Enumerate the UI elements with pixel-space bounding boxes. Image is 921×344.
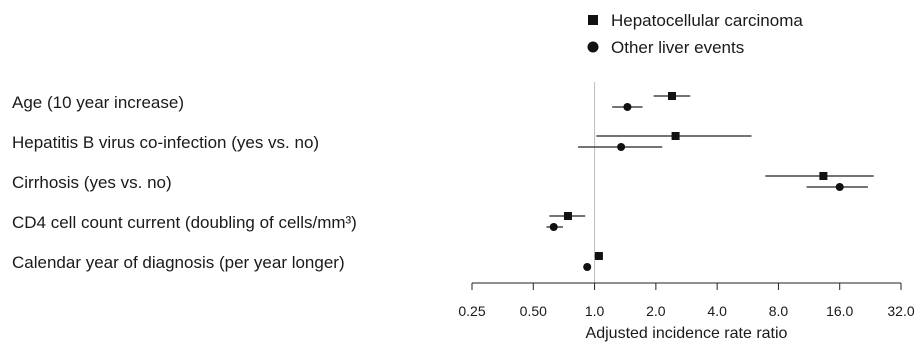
point-estimate-square <box>667 92 676 100</box>
legend: Hepatocellular carcinoma Other liver even… <box>587 11 803 57</box>
point-estimate-circle <box>549 223 558 231</box>
legend-circle-marker <box>587 41 599 53</box>
row-label: Age (10 year increase) <box>12 93 184 112</box>
point-estimate-circle <box>617 143 626 151</box>
row-label: Hepatitis B virus co-infection (yes vs. … <box>12 133 319 152</box>
point-estimate-square <box>563 212 572 220</box>
point-estimate-circle <box>623 103 632 111</box>
x-tick-label: 8.0 <box>769 303 789 319</box>
x-tick-label: 16.0 <box>826 303 853 319</box>
point-estimate-circle <box>835 183 844 191</box>
row-label: Calendar year of diagnosis (per year lon… <box>12 253 345 272</box>
row-label: Cirrhosis (yes vs. no) <box>12 173 172 192</box>
row-label: CD4 cell count current (doubling of cell… <box>12 213 357 232</box>
point-estimate-square <box>819 172 828 180</box>
x-axis-title: Adjusted incidence rate ratio <box>586 325 788 342</box>
x-tick-label: 4.0 <box>707 303 727 319</box>
x-tick-label: 2.0 <box>646 303 666 319</box>
legend-label: Other liver events <box>611 38 744 57</box>
point-estimate-square <box>594 252 603 260</box>
legend-label: Hepatocellular carcinoma <box>611 11 803 30</box>
x-axis: 0.25 0.50 1.0 2.0 4.0 8.0 16.0 32.0 Adjusted inc… <box>458 282 915 342</box>
point-estimate-square <box>671 132 680 140</box>
legend-square-marker <box>588 15 598 25</box>
x-tick-label: 0.50 <box>520 303 547 319</box>
x-tick-label: 32.0 <box>887 303 914 319</box>
forest-rows: Age (10 year increase) Hepatitis B virus … <box>12 92 874 272</box>
x-tick-label: 1.0 <box>585 303 605 319</box>
point-estimate-circle <box>583 263 592 271</box>
x-tick-label: 0.25 <box>458 303 485 319</box>
